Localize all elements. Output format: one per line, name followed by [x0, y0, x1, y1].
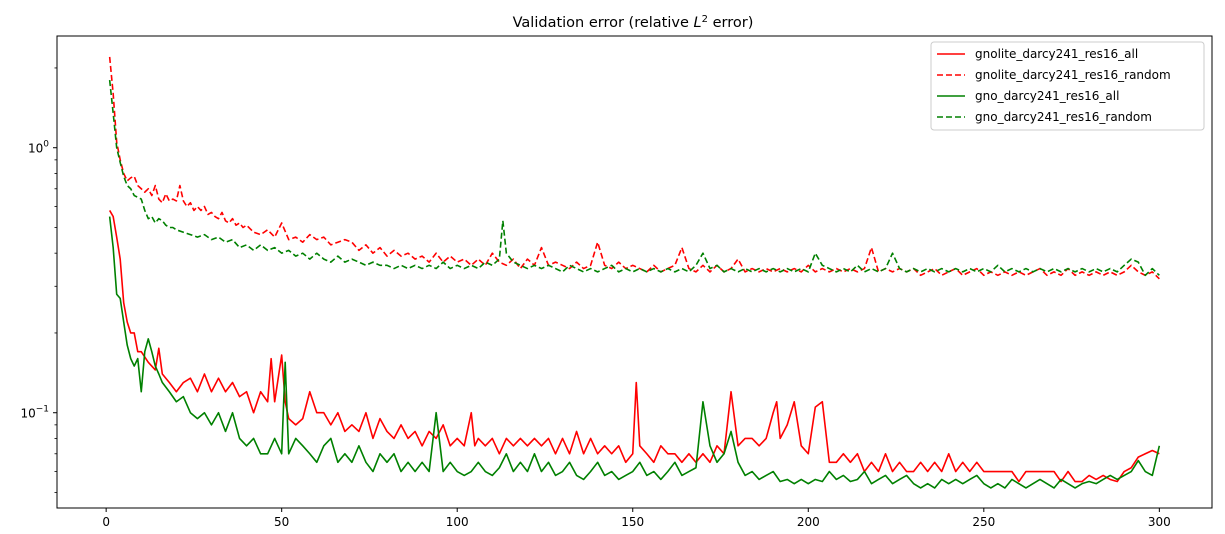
- y-tick-label: 10−1: [20, 405, 49, 421]
- legend-label: gnolite_darcy241_res16_all: [975, 47, 1138, 61]
- x-tick-label: 50: [274, 515, 289, 529]
- series-line-2: [108, 216, 1161, 489]
- chart-title: Validation error (relative L2 error): [513, 14, 754, 32]
- legend-label: gno_darcy241_res16_all: [975, 89, 1119, 103]
- legend-box: [930, 41, 1205, 131]
- plot-frame: [56, 35, 1213, 509]
- legend-label: gno_darcy241_res16_random: [975, 110, 1152, 124]
- x-tick-label: 100: [446, 515, 469, 529]
- x-tick-label: 200: [797, 515, 820, 529]
- series-line-0: [108, 210, 1160, 483]
- series-layer: [108, 56, 1161, 489]
- series-line-1: [108, 56, 1160, 280]
- x-tick-label: 150: [621, 515, 644, 529]
- x-tick-label: 0: [102, 515, 110, 529]
- x-tick-label: 300: [1148, 515, 1171, 529]
- axes: 0 50 100 150 200 250 300 100 10−1: [20, 35, 1213, 529]
- x-tick-label: 250: [972, 515, 995, 529]
- series-line-3: [108, 79, 1160, 277]
- legend-label: gnolite_darcy241_res16_random: [975, 68, 1171, 82]
- y-tick-label: 100: [28, 140, 49, 156]
- legend: gnolite_darcy241_res16_all gnolite_darcy2…: [930, 41, 1205, 131]
